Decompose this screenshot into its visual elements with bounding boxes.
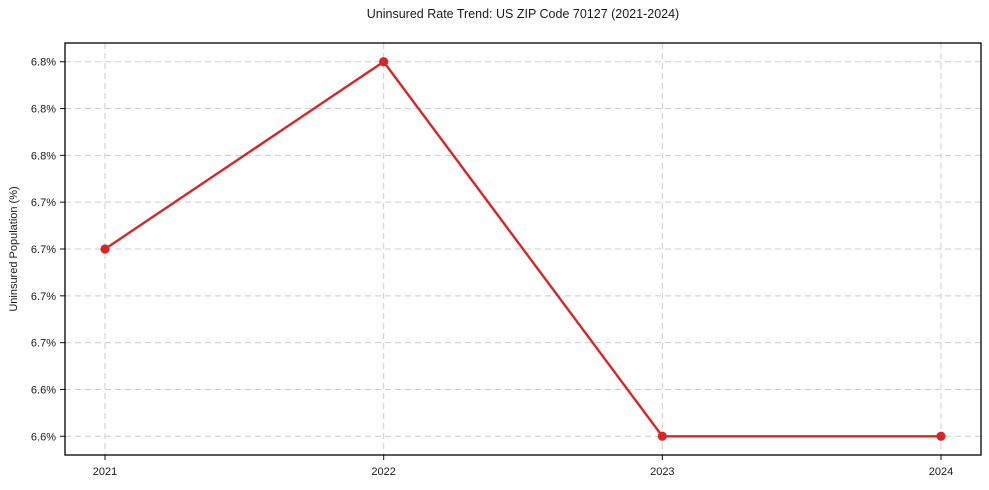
y-tick-label: 6.7% [31,197,56,209]
data-point-2023 [657,431,667,441]
y-tick-label: 6.8% [31,104,56,116]
x-tick-label: 2024 [929,466,953,478]
y-tick-label: 6.7% [31,244,56,256]
y-tick-label: 6.8% [31,150,56,162]
x-tick-label: 2023 [650,466,674,478]
chart-title: Uninsured Rate Trend: US ZIP Code 70127 … [366,7,680,21]
y-tick-label: 6.7% [31,338,56,350]
y-tick-label: 6.6% [31,384,56,396]
y-tick-label: 6.6% [31,431,56,443]
plot-border [64,42,982,456]
x-tick-label: 2021 [93,466,117,478]
y-tick-label: 6.7% [31,291,56,303]
data-point-2024 [936,431,946,441]
y-tick-label: 6.8% [31,57,56,69]
trend-line [103,60,943,438]
data-point-2021 [100,244,110,254]
x-tick-label: 2022 [371,466,395,478]
data-point-2022 [379,57,389,67]
